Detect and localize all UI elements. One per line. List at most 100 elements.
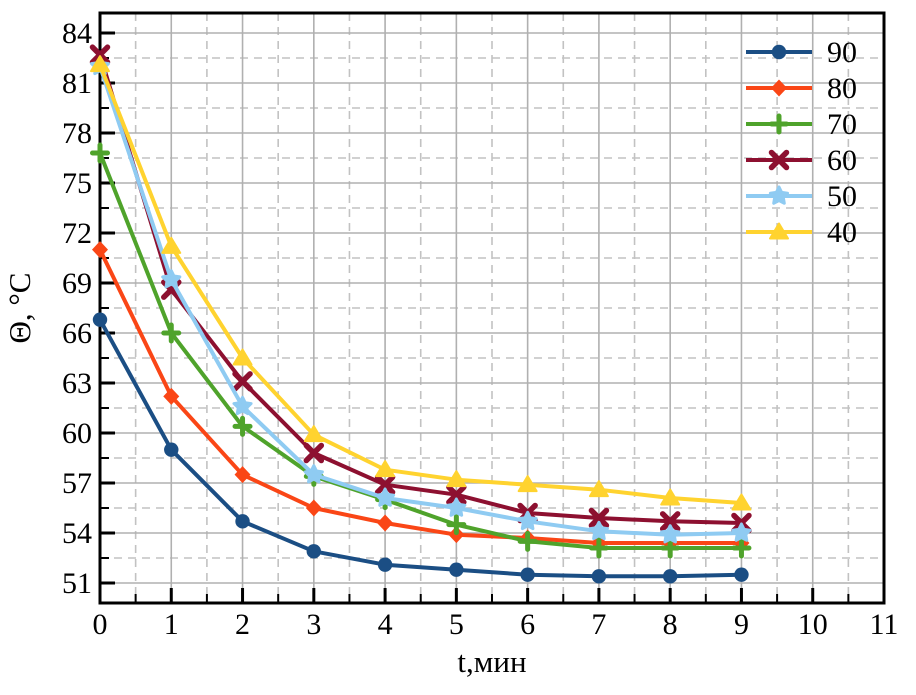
y-tick-label-78: 78 bbox=[62, 117, 92, 150]
series-90-marker bbox=[235, 514, 250, 529]
legend-item-70: 70 bbox=[746, 108, 857, 141]
series-50-marker bbox=[731, 522, 752, 542]
x-axis-title: t,мин bbox=[457, 644, 526, 679]
series-40 bbox=[90, 55, 752, 511]
legend-marker-triangle bbox=[769, 222, 789, 240]
legend-label-40: 40 bbox=[827, 216, 857, 249]
series-50-marker bbox=[446, 497, 467, 517]
series-90-marker bbox=[377, 557, 393, 572]
series-80-marker bbox=[305, 499, 322, 517]
series-70-marker bbox=[232, 415, 253, 437]
y-tick-label-63: 63 bbox=[62, 367, 92, 400]
series-40-marker bbox=[232, 348, 253, 366]
series-50-marker bbox=[517, 510, 538, 531]
series-70-marker bbox=[446, 514, 467, 536]
legend-item-40: 40 bbox=[746, 216, 857, 249]
series-50-marker bbox=[161, 269, 182, 289]
series-40-line bbox=[98, 62, 744, 505]
y-tick-label-69: 69 bbox=[62, 267, 92, 300]
x-tick-label-8: 8 bbox=[663, 608, 678, 641]
y-tick-label-81: 81 bbox=[62, 67, 92, 100]
series-40-marker bbox=[660, 488, 681, 506]
legend-label-60: 60 bbox=[827, 144, 857, 177]
y-tick-label-75: 75 bbox=[62, 167, 92, 200]
series-60-marker bbox=[446, 484, 467, 505]
legend-item-60: 60 bbox=[746, 144, 857, 177]
legend-label-70: 70 bbox=[827, 108, 857, 141]
series-70-marker bbox=[588, 537, 609, 559]
series-80-marker bbox=[234, 466, 251, 484]
x-tick-label-2: 2 bbox=[235, 608, 250, 641]
series-50-marker bbox=[375, 487, 396, 507]
series-40-marker bbox=[161, 236, 182, 254]
series-40-marker bbox=[375, 460, 396, 478]
legend-marker-x bbox=[768, 149, 790, 171]
series-80-line bbox=[98, 247, 744, 545]
series-40-marker bbox=[446, 470, 467, 488]
y-tick-label-66: 66 bbox=[62, 317, 92, 350]
x-tick-label-3: 3 bbox=[306, 608, 321, 641]
legend-item-90: 90 bbox=[746, 36, 857, 69]
series-60-marker bbox=[659, 511, 681, 532]
series-60-marker bbox=[89, 44, 111, 65]
series-70-line bbox=[98, 151, 744, 550]
series-90-marker bbox=[164, 442, 179, 457]
series-60-line bbox=[98, 52, 744, 525]
x-tick-label-10: 10 bbox=[798, 608, 828, 641]
series-90-marker bbox=[92, 312, 108, 327]
series-70-marker bbox=[731, 537, 752, 559]
y-axis-title: Θ, °C bbox=[2, 273, 37, 344]
series-40-marker bbox=[731, 493, 752, 511]
series-70-marker bbox=[660, 537, 681, 559]
x-tick-label-1: 1 bbox=[164, 608, 179, 641]
legend-item-80: 80 bbox=[746, 72, 857, 105]
series-50-marker bbox=[232, 395, 253, 416]
series-50-line bbox=[98, 64, 744, 537]
legend-label-90: 90 bbox=[827, 36, 857, 69]
legend-marker-circle bbox=[771, 44, 787, 60]
series-90-marker bbox=[591, 569, 607, 584]
series-70-marker bbox=[161, 322, 182, 344]
series-40-marker bbox=[303, 425, 324, 443]
series-90-line bbox=[98, 317, 744, 579]
legend-marker-star bbox=[768, 185, 790, 205]
series-50-marker bbox=[303, 464, 324, 484]
series-50-marker bbox=[660, 524, 681, 544]
series-layer bbox=[89, 44, 752, 584]
series-90-marker bbox=[734, 567, 749, 582]
series-90-marker bbox=[662, 569, 678, 584]
series-90-marker bbox=[449, 562, 464, 577]
series-80-marker bbox=[377, 514, 394, 532]
series-60-marker bbox=[374, 474, 396, 495]
grid-layer bbox=[100, 13, 884, 603]
series-90-marker bbox=[306, 544, 322, 559]
x-tick-label-5: 5 bbox=[449, 608, 464, 641]
x-tick-label-0: 0 bbox=[93, 608, 108, 641]
series-70-marker bbox=[90, 142, 110, 164]
y-tick-label-57: 57 bbox=[62, 467, 92, 500]
x-tick-label-4: 4 bbox=[378, 608, 393, 641]
series-80-marker bbox=[163, 387, 180, 405]
legend-label-50: 50 bbox=[827, 180, 857, 213]
legend-item-50: 50 bbox=[746, 180, 857, 213]
series-60-marker bbox=[232, 371, 253, 392]
legend-marker-plus bbox=[769, 113, 789, 135]
y-tick-label-84: 84 bbox=[62, 17, 92, 50]
series-40-marker bbox=[90, 55, 110, 73]
series-50 bbox=[89, 55, 752, 544]
series-80-marker bbox=[92, 241, 108, 259]
series-40-marker bbox=[517, 475, 538, 493]
series-50-marker bbox=[588, 520, 609, 541]
y-tick-label-54: 54 bbox=[62, 517, 92, 550]
y-tick-label-72: 72 bbox=[62, 217, 92, 250]
x-tick-label-11: 11 bbox=[870, 608, 899, 641]
x-tick-label-6: 6 bbox=[520, 608, 535, 641]
y-tick-label-60: 60 bbox=[62, 417, 92, 450]
series-40-marker bbox=[588, 480, 609, 498]
series-90-marker bbox=[520, 567, 535, 582]
x-tick-label-7: 7 bbox=[591, 608, 606, 641]
